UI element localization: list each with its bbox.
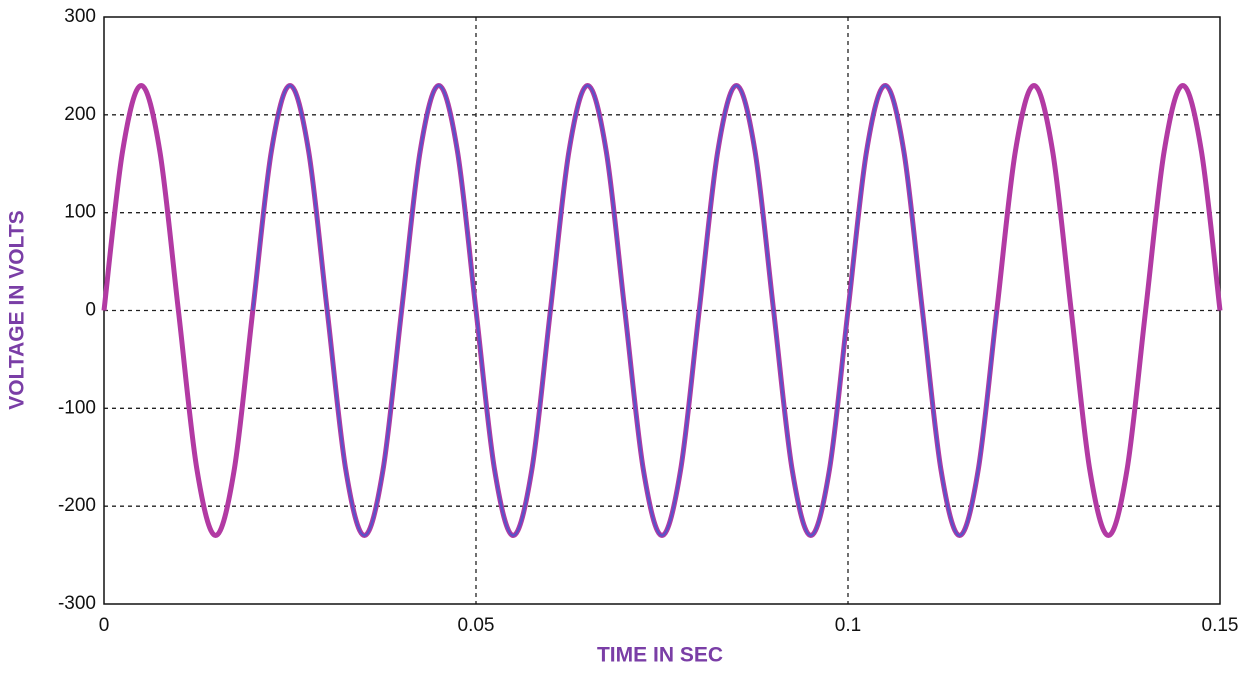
- y-tick-label: 200: [64, 104, 96, 125]
- y-tick-label: -300: [58, 593, 96, 614]
- y-tick-label: 100: [64, 202, 96, 223]
- x-tick-label: 0.15: [1202, 615, 1239, 636]
- x-tick-label: 0.05: [458, 615, 495, 636]
- y-tick-label: -200: [58, 495, 96, 516]
- plot-frame: [103, 16, 1221, 605]
- y-tick-label: 300: [64, 6, 96, 27]
- y-axis-label: VOLTAGE IN VOLTS: [6, 210, 29, 410]
- x-tick-label: 0.1: [835, 615, 861, 636]
- y-tick-label: 0: [85, 300, 96, 321]
- x-axis-label: TIME IN SEC: [597, 644, 723, 667]
- line-series: [251, 84, 999, 537]
- x-tick-label: 0: [99, 615, 110, 636]
- y-tick-label: -100: [58, 397, 96, 418]
